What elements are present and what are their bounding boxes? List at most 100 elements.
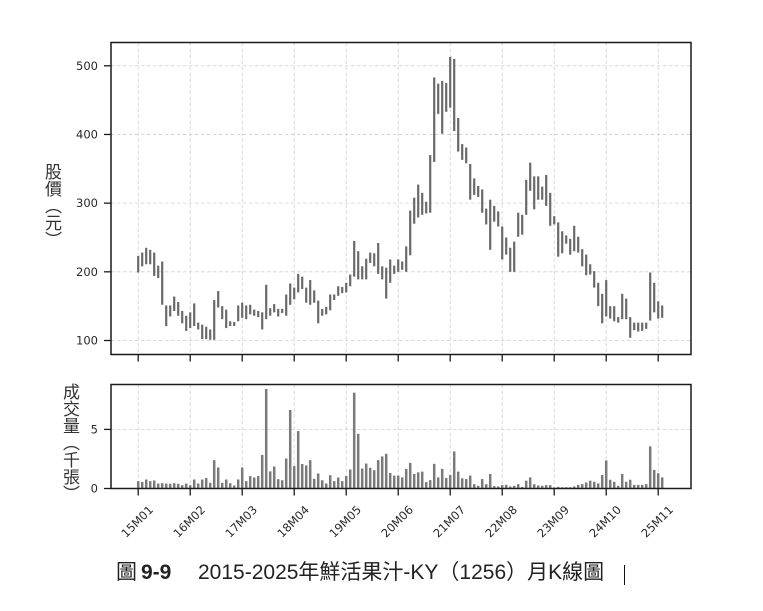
volume-bar <box>140 481 144 489</box>
volume-bar <box>460 478 464 489</box>
volume-bar <box>392 475 396 489</box>
volume-bar <box>520 486 524 489</box>
price-candle <box>393 265 396 274</box>
volume-bar <box>396 475 400 489</box>
price-candle <box>293 287 296 300</box>
price-candle <box>641 322 644 331</box>
volume-bar <box>472 484 476 489</box>
price-candle <box>465 147 468 164</box>
price-candle <box>521 214 524 235</box>
price-candle <box>189 312 192 329</box>
volume-bar <box>656 473 660 489</box>
price-candle <box>397 259 400 272</box>
volume-bar <box>236 479 240 489</box>
volume-bar <box>636 484 640 489</box>
price-candle <box>477 185 480 197</box>
volume-bar <box>476 485 480 489</box>
volume-bar <box>204 478 208 489</box>
volume-bar <box>456 471 460 489</box>
volume-bar <box>652 469 656 489</box>
price-candle <box>493 205 496 222</box>
volume-bar <box>452 451 456 489</box>
price-candle <box>249 304 252 315</box>
volume-bar <box>400 477 404 489</box>
price-candle <box>197 322 200 330</box>
price-candle <box>577 236 580 253</box>
price-candle <box>573 225 576 252</box>
price-candle <box>285 294 288 316</box>
price-candle <box>661 305 664 318</box>
price-candle <box>389 259 392 283</box>
volume-bar <box>256 476 260 489</box>
volume-bar <box>628 479 632 489</box>
volume-bar <box>416 472 420 489</box>
volume-bar <box>620 473 624 489</box>
volume-bar <box>480 479 484 489</box>
volume-bars <box>136 388 664 489</box>
volume-bar <box>368 467 372 489</box>
x-tick-label: 20M06 <box>378 503 416 541</box>
volume-bar <box>380 456 384 489</box>
price-candle <box>421 192 424 215</box>
price-candle <box>561 231 564 254</box>
price-candle <box>337 286 340 296</box>
price-candle <box>625 298 628 320</box>
volume-bar <box>376 460 380 489</box>
volume-bar <box>160 483 164 489</box>
price-candle <box>433 77 436 162</box>
price-candle <box>481 189 484 213</box>
price-candle <box>149 249 152 265</box>
price-candle <box>517 212 520 237</box>
price-candle <box>549 192 552 226</box>
volume-bar <box>308 460 312 489</box>
volume-bar <box>304 465 308 489</box>
price-candle <box>525 179 528 215</box>
volume-bar <box>484 484 488 489</box>
price-candle <box>381 266 384 280</box>
price-candle <box>269 308 272 316</box>
volume-bar <box>360 468 364 489</box>
y-tick-label: 300 <box>76 196 98 210</box>
price-candle <box>589 264 592 275</box>
price-candle <box>485 208 488 225</box>
price-candle <box>413 197 416 224</box>
y-tick-label: 0 <box>91 482 98 496</box>
volume-bar <box>604 460 608 489</box>
price-candle <box>265 284 268 320</box>
axes-frame <box>110 41 692 356</box>
price-candle <box>153 252 156 276</box>
price-candle <box>305 287 308 303</box>
price-candle <box>453 58 456 132</box>
volume-axis-label: 成交量（千張） <box>59 383 79 502</box>
price-candle <box>597 282 600 307</box>
price-candle <box>193 303 196 327</box>
price-candle <box>509 247 512 272</box>
price-candle <box>141 252 144 267</box>
volume-bar <box>252 477 256 489</box>
price-candle <box>409 210 412 256</box>
text-cursor <box>624 565 625 585</box>
volume-bar <box>224 479 228 489</box>
volume-bar <box>428 480 432 489</box>
price-candle <box>213 299 216 340</box>
x-tick-label: 21M07 <box>430 503 468 541</box>
price-candle <box>497 211 500 227</box>
grid-lines <box>111 42 691 355</box>
price-panel: 100 200 300 400 500 <box>76 41 692 362</box>
price-candle <box>173 296 176 311</box>
price-candle <box>553 216 556 225</box>
price-candle <box>445 82 448 112</box>
price-candle <box>229 321 232 327</box>
price-candle <box>349 274 352 287</box>
x-tick-label: 15M01 <box>118 503 156 541</box>
price-candle <box>541 186 544 200</box>
price-candle <box>221 306 224 320</box>
x-tick-label: 19M05 <box>326 503 364 541</box>
price-candle <box>501 226 504 260</box>
price-candle <box>225 309 228 329</box>
volume-bar <box>276 479 280 489</box>
price-candle <box>317 300 320 324</box>
volume-bar <box>468 475 472 489</box>
volume-bar <box>556 486 560 489</box>
price-candle <box>385 267 388 299</box>
